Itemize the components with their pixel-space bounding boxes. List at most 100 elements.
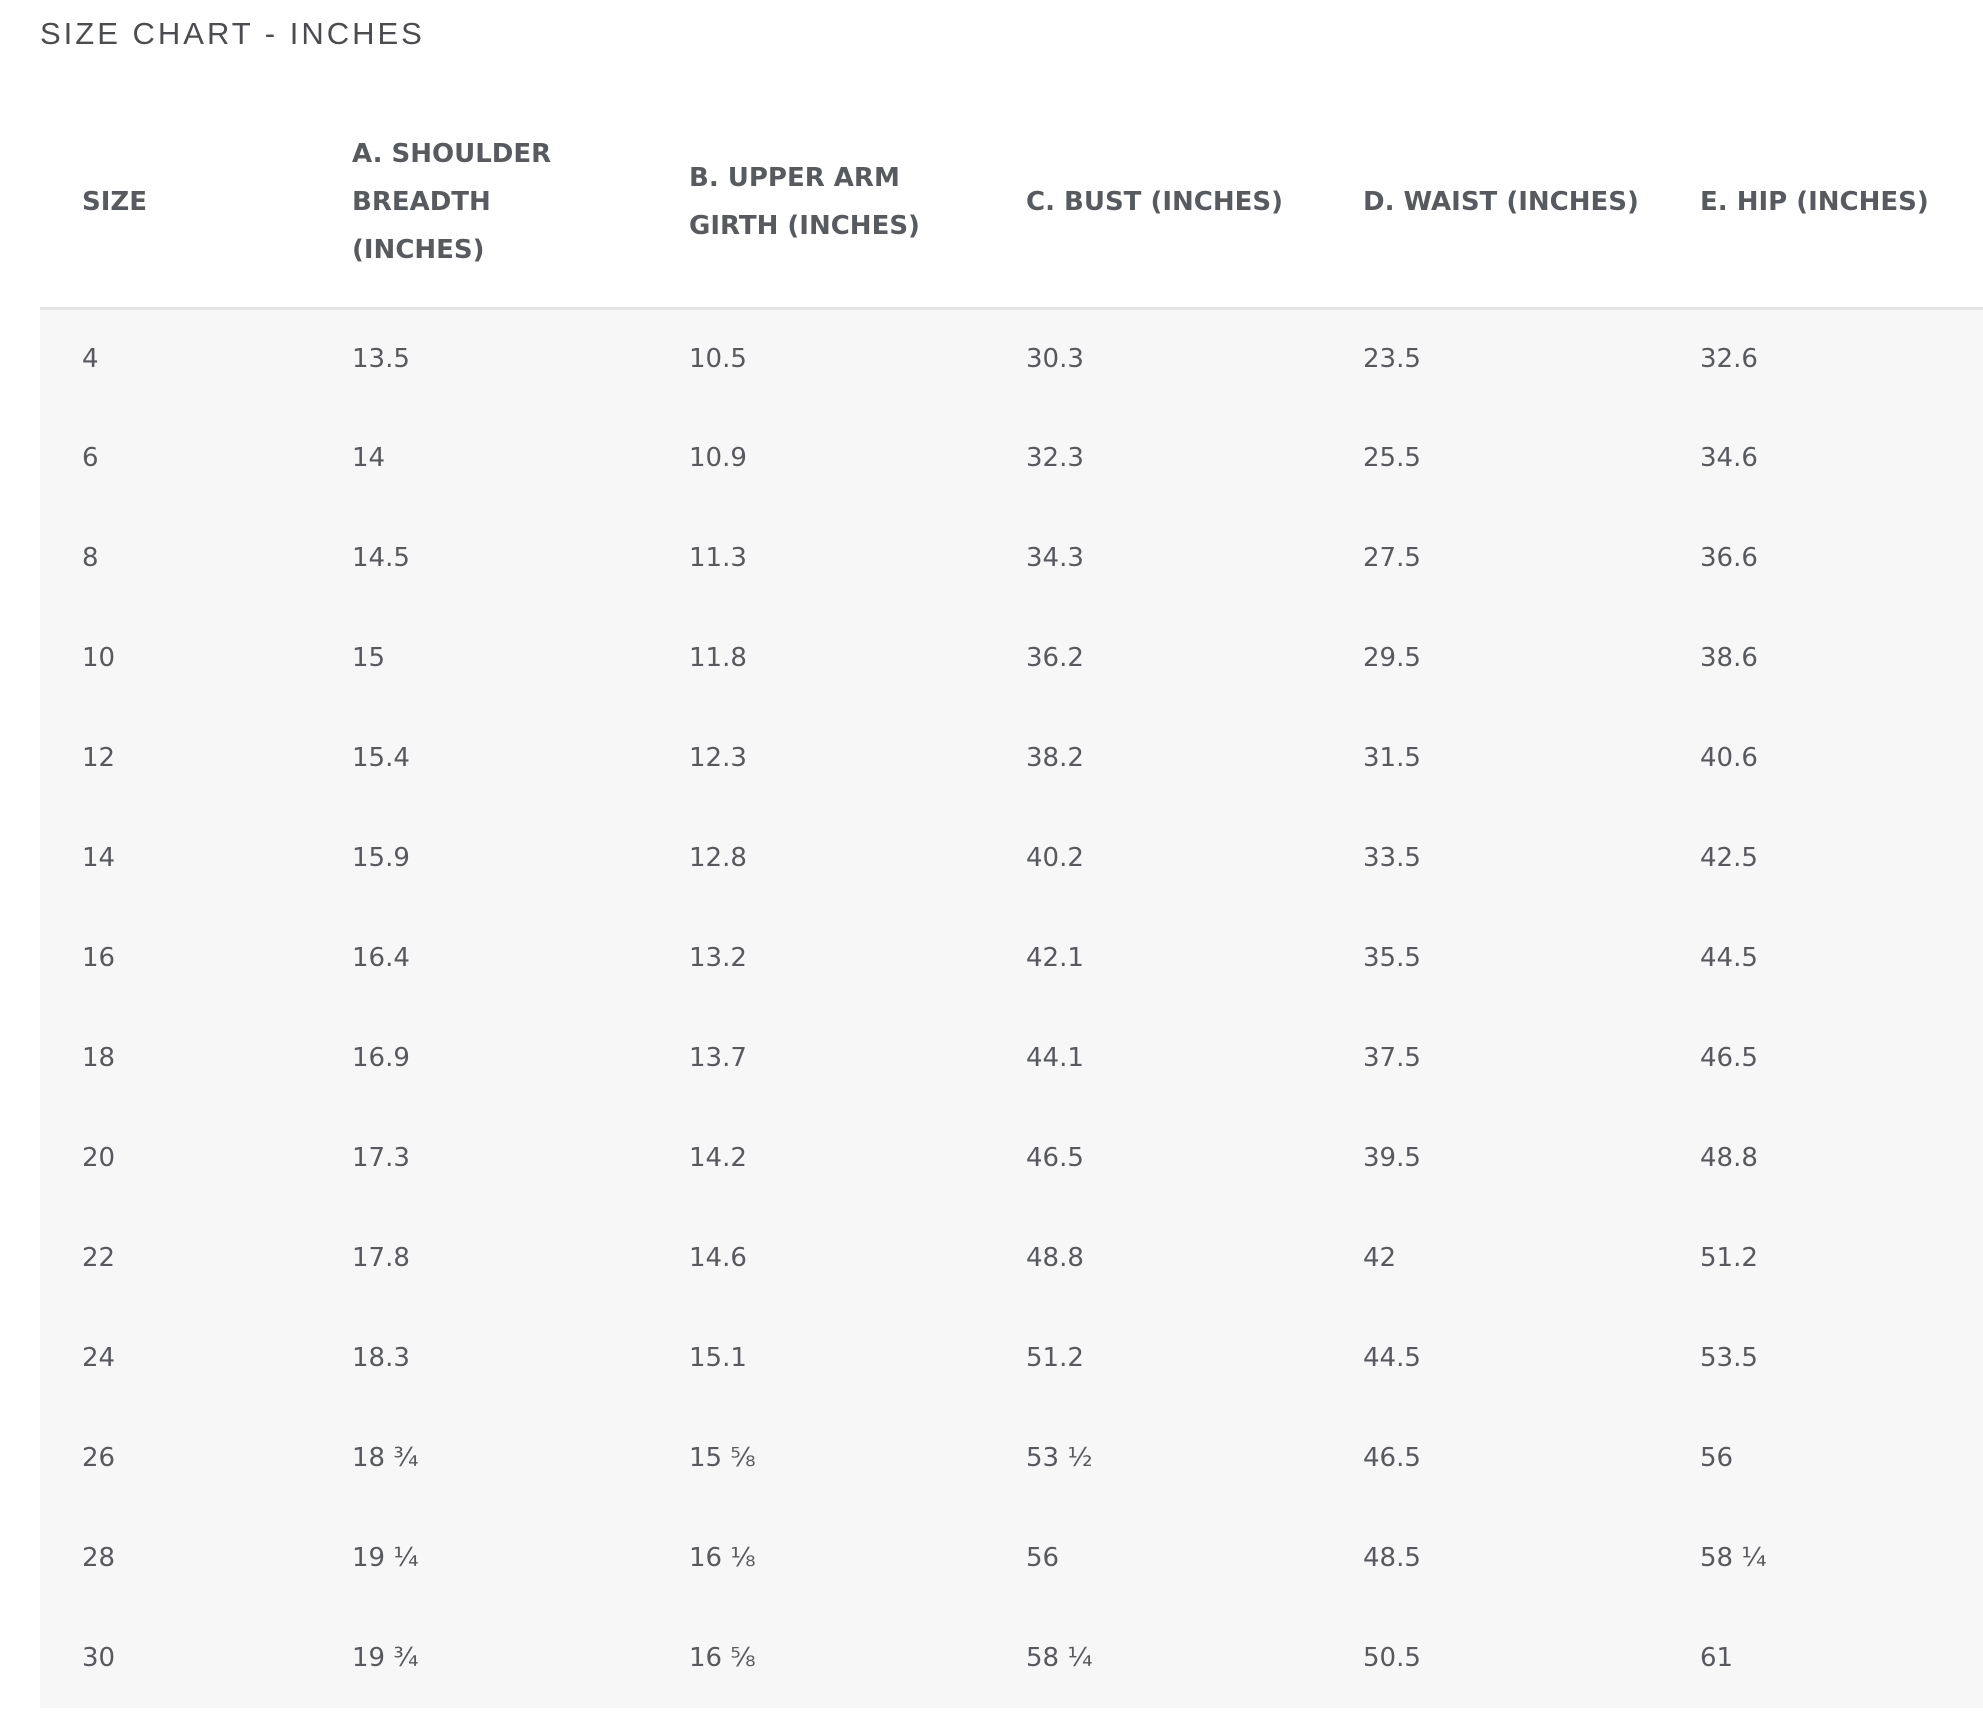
cell-bust: 58 ¼ <box>1026 1643 1093 1673</box>
cell-hip: 38.6 <box>1700 643 1758 673</box>
cell-shoulder-breadth: 14 <box>352 443 386 473</box>
cell-hip: 53.5 <box>1700 1343 1758 1373</box>
cell-upper-arm-girth: 10.5 <box>689 343 747 374</box>
cell-shoulder-breadth: 15.9 <box>352 843 410 873</box>
page-title: SIZE CHART - INCHES <box>40 16 425 51</box>
cell-shoulder-breadth: 16.4 <box>352 943 410 973</box>
cell-size: 12 <box>82 743 116 773</box>
cell-upper-arm-girth: 12.8 <box>689 843 747 873</box>
cell-hip: 34.6 <box>1700 443 1758 473</box>
cell-waist: 23.5 <box>1363 343 1421 374</box>
cell-hip: 58 ¼ <box>1700 1543 1767 1573</box>
cell-upper-arm-girth: 13.7 <box>689 1043 747 1073</box>
cell-bust: 40.2 <box>1026 843 1084 873</box>
header-waist: D. WAIST (INCHES) <box>1363 187 1639 218</box>
cell-waist: 44.5 <box>1363 1343 1421 1373</box>
cell-shoulder-breadth: 15 <box>352 643 386 673</box>
cell-shoulder-breadth: 17.3 <box>352 1143 410 1173</box>
cell-bust: 32.3 <box>1026 443 1084 473</box>
cell-shoulder-breadth: 16.9 <box>352 1043 410 1073</box>
cell-size: 4 <box>82 343 99 374</box>
cell-bust: 51.2 <box>1026 1343 1084 1373</box>
cell-shoulder-breadth: 14.5 <box>352 543 410 573</box>
cell-upper-arm-girth: 14.2 <box>689 1143 747 1173</box>
cell-waist: 29.5 <box>1363 643 1421 673</box>
cell-shoulder-breadth: 19 ¼ <box>352 1543 419 1573</box>
cell-size: 16 <box>82 943 116 973</box>
cell-size: 30 <box>82 1643 116 1673</box>
table-header: SIZE A. SHOULDER BREADTH (INCHES) B. UPP… <box>40 98 1983 308</box>
cell-shoulder-breadth: 13.5 <box>352 343 410 374</box>
cell-bust: 48.8 <box>1026 1243 1084 1273</box>
cell-upper-arm-girth: 16 ⅝ <box>689 1643 756 1673</box>
cell-hip: 40.6 <box>1700 743 1758 773</box>
header-row: SIZE A. SHOULDER BREADTH (INCHES) B. UPP… <box>40 98 1983 308</box>
cell-bust: 36.2 <box>1026 643 1084 673</box>
header-shoulder-breadth: A. SHOULDER BREADTH (INCHES) <box>352 139 552 266</box>
cell-hip: 42.5 <box>1700 843 1758 873</box>
table-row: 24 18.3 15.1 51.2 44.5 53.5 <box>40 1308 1983 1408</box>
cell-bust: 44.1 <box>1026 1043 1084 1073</box>
cell-upper-arm-girth: 11.3 <box>689 543 747 573</box>
cell-hip: 61 <box>1700 1643 1734 1673</box>
table-row: 22 17.8 14.6 48.8 42 51.2 <box>40 1208 1983 1308</box>
cell-hip: 56 <box>1700 1443 1734 1473</box>
cell-shoulder-breadth: 18.3 <box>352 1343 410 1373</box>
cell-waist: 25.5 <box>1363 443 1421 473</box>
cell-hip: 32.6 <box>1700 343 1758 374</box>
header-upper-arm-girth: B. UPPER ARM GIRTH (INCHES) <box>689 163 920 242</box>
cell-waist: 33.5 <box>1363 843 1421 873</box>
table-row: 10 15 11.8 36.2 29.5 38.6 <box>40 608 1983 708</box>
cell-waist: 31.5 <box>1363 743 1421 773</box>
cell-shoulder-breadth: 17.8 <box>352 1243 410 1273</box>
cell-upper-arm-girth: 12.3 <box>689 743 747 773</box>
cell-size: 24 <box>82 1343 116 1373</box>
cell-size: 10 <box>82 643 116 673</box>
cell-waist: 50.5 <box>1363 1643 1421 1673</box>
cell-upper-arm-girth: 15 ⅝ <box>689 1443 756 1473</box>
cell-hip: 51.2 <box>1700 1243 1758 1273</box>
cell-upper-arm-girth: 11.8 <box>689 643 747 673</box>
cell-hip: 46.5 <box>1700 1043 1758 1073</box>
table-row: 12 15.4 12.3 38.2 31.5 40.6 <box>40 708 1983 808</box>
table-row: 26 18 ¾ 15 ⅝ 53 ½ 46.5 56 <box>40 1408 1983 1508</box>
cell-bust: 53 ½ <box>1026 1443 1093 1473</box>
header-hip: E. HIP (INCHES) <box>1700 187 1929 218</box>
cell-hip: 44.5 <box>1700 943 1758 973</box>
cell-size: 20 <box>82 1143 116 1173</box>
cell-bust: 46.5 <box>1026 1143 1084 1173</box>
cell-hip: 48.8 <box>1700 1143 1758 1173</box>
cell-waist: 37.5 <box>1363 1043 1421 1073</box>
table-row: 20 17.3 14.2 46.5 39.5 48.8 <box>40 1108 1983 1208</box>
cell-waist: 48.5 <box>1363 1543 1421 1573</box>
cell-upper-arm-girth: 16 ⅛ <box>689 1543 756 1573</box>
cell-size: 28 <box>82 1543 116 1573</box>
cell-waist: 35.5 <box>1363 943 1421 973</box>
cell-bust: 42.1 <box>1026 943 1084 973</box>
cell-size: 6 <box>82 443 99 473</box>
table-row: 30 19 ¾ 16 ⅝ 58 ¼ 50.5 61 <box>40 1608 1983 1708</box>
size-chart-table: SIZE A. SHOULDER BREADTH (INCHES) B. UPP… <box>40 98 1983 1708</box>
table-row: 28 19 ¼ 16 ⅛ 56 48.5 58 ¼ <box>40 1508 1983 1608</box>
cell-shoulder-breadth: 18 ¾ <box>352 1443 419 1473</box>
cell-size: 22 <box>82 1243 116 1273</box>
cell-upper-arm-girth: 10.9 <box>689 443 747 473</box>
table-body: 4 13.5 10.5 30.3 23.5 32.6 6 14 10.9 32.3 25.5 34.6… <box>40 308 1983 1708</box>
cell-size: 14 <box>82 843 116 873</box>
cell-upper-arm-girth: 14.6 <box>689 1243 747 1273</box>
table-row: 8 14.5 11.3 34.3 27.5 36.6 <box>40 508 1983 608</box>
cell-shoulder-breadth: 15.4 <box>352 743 410 773</box>
cell-size: 18 <box>82 1043 116 1073</box>
cell-bust: 30.3 <box>1026 343 1084 374</box>
cell-bust: 56 <box>1026 1543 1060 1573</box>
cell-waist: 27.5 <box>1363 543 1421 573</box>
table-row: 18 16.9 13.7 44.1 37.5 46.5 <box>40 1008 1983 1108</box>
cell-waist: 39.5 <box>1363 1143 1421 1173</box>
cell-upper-arm-girth: 15.1 <box>689 1343 747 1373</box>
table-row: 16 16.4 13.2 42.1 35.5 44.5 <box>40 908 1983 1008</box>
cell-bust: 38.2 <box>1026 743 1084 773</box>
header-size: SIZE <box>82 187 148 218</box>
header-bust: C. BUST (INCHES) <box>1026 187 1283 218</box>
table-row: 6 14 10.9 32.3 25.5 34.6 <box>40 408 1983 508</box>
cell-waist: 46.5 <box>1363 1443 1421 1473</box>
